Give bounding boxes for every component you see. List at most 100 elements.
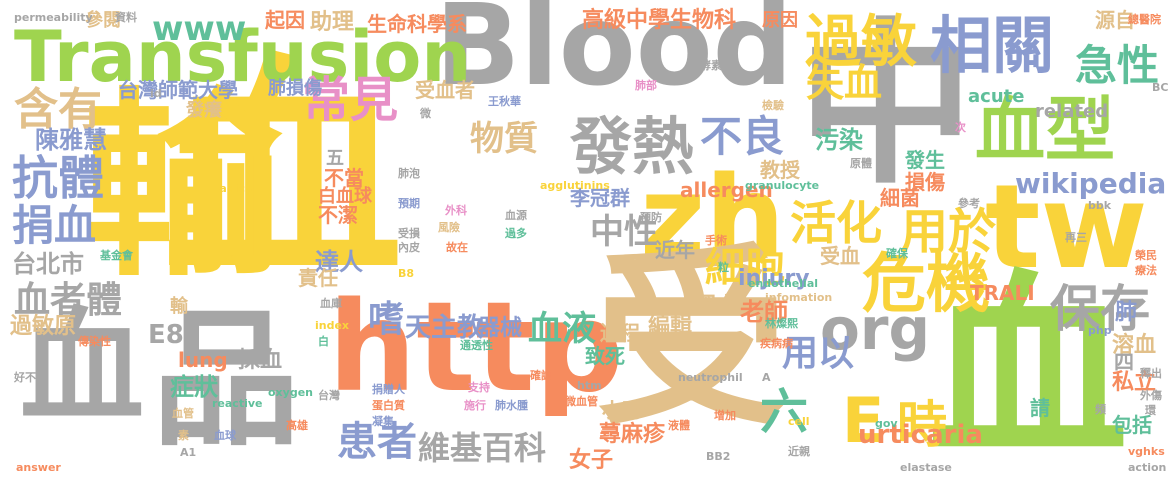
word-infomation: infomation (765, 291, 833, 304)
word-qing: 請 (1030, 396, 1050, 420)
word-chuanranxing: 傳染性 (78, 335, 111, 348)
word-pin: 品 (152, 294, 300, 466)
word-trali: TRALI (970, 281, 1035, 305)
word-weixueguan: 微血管 (565, 395, 598, 408)
word-xiangguan: 相關 (930, 9, 1055, 82)
word-a: A (762, 371, 771, 384)
word-nvzi: 女子 (569, 448, 614, 473)
word-transfusion: Transfusion (14, 16, 472, 98)
word-zhisi: 致死 (585, 344, 625, 368)
word-si: 四 (1114, 350, 1134, 374)
word-buliang: 不良 (700, 112, 785, 161)
word-juanzengren: 捐贈人 (372, 383, 405, 396)
word-elastase: elastase (900, 461, 952, 474)
word-shouxue: 受血 (820, 244, 860, 268)
word-zhong: 中 (798, 3, 975, 208)
word-feisunshang: 肺損傷 (268, 78, 322, 99)
word-bc: BC (1152, 81, 1169, 94)
word-xueye: 血液 (528, 309, 596, 349)
word-waishang: 外傷 (1140, 389, 1162, 402)
word-rongxue: 溶血 (1112, 333, 1157, 358)
word-jinqin: 近親 (788, 445, 810, 458)
word-b8: B8 (398, 267, 415, 280)
word-budang: 不當 (324, 166, 364, 190)
word-chenyahui: 陳雅慧 (35, 126, 107, 154)
word-permeability: permeability (14, 11, 93, 24)
word-xibao: 細胞 (705, 245, 785, 291)
word-huan: 環 (1145, 404, 1156, 417)
word-ci: 次 (955, 121, 966, 134)
word-hanyou: 含有 (14, 84, 102, 135)
word-zhichi: 支持 (468, 381, 490, 394)
word-danbaizhi: 蛋白質 (372, 399, 405, 412)
word-guominyuan: 過敏原 (10, 314, 77, 339)
word-zhengzhuang: 症狀 (170, 373, 218, 401)
word-endothelial: endothelial (748, 277, 819, 290)
word-ningji: 凝集 (372, 415, 394, 428)
word-gov: gov (875, 417, 898, 430)
word-xuexing: 血型 (975, 89, 1115, 171)
word-shichu: 釋出 (1140, 367, 1162, 380)
word-qixie: 器械 (478, 316, 523, 341)
word-feibu: 肺部 (635, 79, 657, 92)
word-neipi: 內皮 (398, 241, 420, 254)
word-zengjia: 增加 (714, 409, 736, 422)
word-lung: lung (178, 348, 228, 372)
word-guzai: 故在 (446, 241, 468, 254)
word-haobu: 好不 (14, 371, 36, 384)
word-taibeishi: 台北市 (12, 250, 84, 278)
word-xue-large: 血 (163, 32, 404, 312)
word-xijun: 細菌 (880, 186, 920, 210)
word-bianji: 編輯 (648, 314, 693, 339)
word-kangti: 抗體 (12, 151, 104, 205)
word-waike: 外科 (445, 204, 467, 217)
word-sunshang: 損傷 (905, 170, 945, 194)
word-shu-small: 輸 (170, 296, 188, 317)
word-baocun: 保存 (1050, 280, 1150, 338)
word-feishuizhong: 肺水腫 (495, 399, 528, 412)
word-changjian: 常見 (302, 72, 399, 128)
word-xueku: 血庫 (320, 297, 342, 310)
word-yufang: 預防 (640, 211, 662, 224)
word-oxygen: oxygen (268, 386, 313, 399)
word-neutrophil: neutrophil (678, 371, 743, 384)
word-liaofa: 療法 (1135, 264, 1157, 277)
word-zh: zh (640, 153, 785, 283)
word-ziliao: 資料 (115, 11, 137, 24)
word-index: index (315, 319, 350, 332)
word-huanzhe: 患者 (337, 419, 417, 465)
word-sili: 私立 (1112, 370, 1157, 395)
word-guoduo: 過多 (505, 227, 527, 240)
word-shoushu: 手術 (705, 234, 727, 247)
word-rongmin: 榮民 (1135, 249, 1157, 262)
word-guoli: 國立 (694, 294, 739, 319)
word-jianyan: 檢驗 (762, 99, 784, 112)
word-jiaoshou: 教授 (760, 158, 800, 182)
word-htm: htm (577, 379, 602, 392)
word-shixing: 施行 (464, 399, 486, 412)
word-wei: 微 (420, 107, 431, 120)
word-wangqiuhua: 王秋華 (488, 95, 521, 108)
word-agglutinins: agglutinins (540, 179, 610, 192)
word-jibingbing: 疾病病 (760, 337, 793, 350)
word-xueqiu: 血球 (214, 429, 236, 442)
word-feipao: 肺泡 (398, 167, 420, 180)
word-granulocyte: granulocyte (745, 179, 820, 192)
word-yongyi: 用以 (782, 333, 855, 374)
word-zhongxing: 中性 (590, 212, 658, 252)
word-baokuo: 包括 (1112, 413, 1152, 437)
word-guomin: 過敏 (805, 10, 917, 75)
word-cankao: 參考 (958, 197, 980, 210)
word-yuanyin: 原因 (762, 10, 798, 31)
word-xunmazhen: 蕁麻疹 (599, 422, 666, 447)
word-bb2: BB2 (706, 450, 731, 463)
word-weijibaike: 維基百科 (418, 429, 547, 467)
word-daren: 達人 (315, 248, 363, 276)
word-tw: tw (985, 160, 1148, 295)
word-xueyuan: 血源 (505, 209, 527, 222)
word-tongtouxing: 通透性 (460, 339, 493, 352)
word-yongyu: 用於 (900, 204, 997, 260)
word-weiji: 危機 (862, 248, 990, 322)
word-e: E (842, 384, 885, 457)
